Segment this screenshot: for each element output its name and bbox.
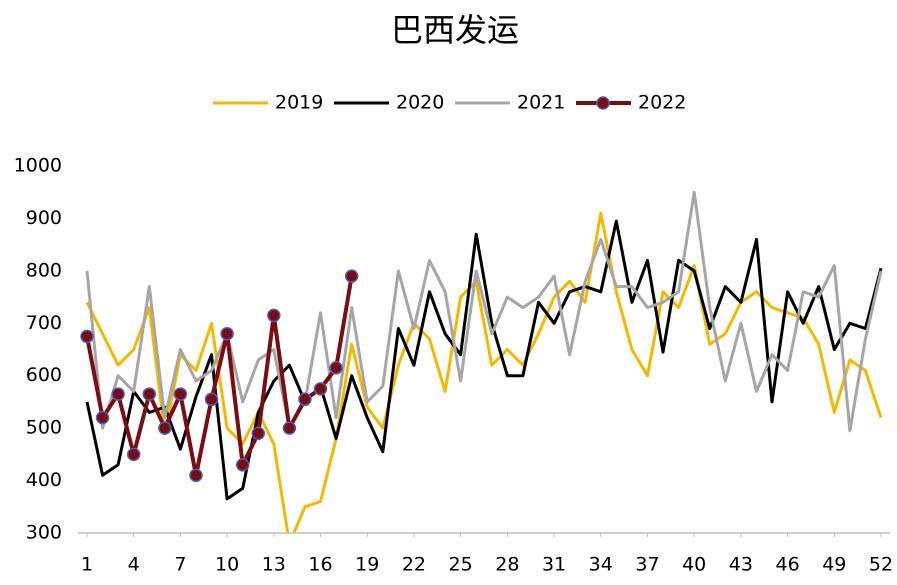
y-tick-label: 900	[26, 207, 62, 229]
legend: 2019 2020 2021 2022	[213, 92, 686, 114]
point-marker	[189, 468, 203, 483]
point-marker	[298, 392, 312, 407]
x-tick-label: 31	[542, 554, 566, 576]
x-tick-label: 52	[869, 554, 893, 576]
legend-label: 2021	[517, 92, 565, 114]
y-tick-label: 1000	[14, 155, 62, 177]
y-tick-label: 500	[26, 417, 62, 439]
point-marker	[173, 387, 188, 401]
point-marker	[111, 387, 125, 401]
x-tick-label: 49	[822, 554, 846, 576]
point-marker	[126, 447, 141, 462]
x-tick-label: 16	[308, 554, 332, 576]
point-marker	[95, 410, 110, 425]
x-tick-label: 22	[402, 554, 426, 576]
series-line	[85, 190, 883, 433]
x-tick-label: 28	[495, 554, 519, 576]
point-marker	[344, 269, 359, 283]
x-tick-label: 46	[775, 554, 799, 576]
point-marker	[251, 426, 266, 441]
point-marker	[235, 458, 250, 472]
y-tick-label: 400	[26, 469, 62, 491]
x-tick-label: 1	[81, 554, 93, 576]
y-tick-label: 300	[26, 522, 62, 544]
legend-label: 2022	[638, 92, 686, 114]
x-tick-label: 7	[174, 554, 186, 576]
y-tick-label: 800	[26, 259, 62, 281]
plot-area	[80, 190, 883, 533]
x-tick-label: 13	[262, 554, 286, 576]
point-marker	[204, 392, 219, 407]
point-marker	[267, 308, 281, 323]
x-tick-label: 34	[589, 554, 613, 576]
y-tick-label: 600	[26, 364, 62, 386]
chart-title: 巴西发运	[391, 11, 519, 49]
legend-label: 2019	[275, 92, 323, 114]
point-marker	[313, 382, 328, 396]
x-tick-label: 4	[128, 554, 140, 576]
point-marker	[80, 329, 94, 344]
series-line	[85, 219, 883, 501]
x-tick-label: 43	[729, 554, 753, 576]
point-marker	[282, 421, 297, 435]
point-marker	[220, 327, 234, 341]
legend-marker	[596, 96, 610, 110]
point-marker	[158, 421, 172, 435]
x-tick-label: 10	[215, 554, 239, 576]
x-tick-label: 25	[449, 554, 473, 576]
x-tick-label: 19	[355, 554, 379, 576]
point-marker	[329, 361, 343, 375]
y-tick-label: 700	[26, 312, 62, 334]
x-tick-label: 37	[635, 554, 659, 576]
x-tick-label: 40	[682, 554, 706, 576]
series-line	[85, 211, 883, 533]
legend-label: 2020	[396, 92, 444, 114]
point-marker	[142, 387, 157, 401]
